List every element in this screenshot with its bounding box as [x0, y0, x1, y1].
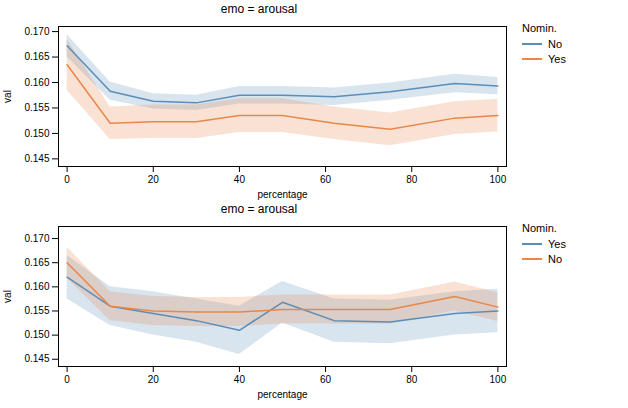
html-text:Yes: Yes — [548, 238, 566, 250]
svg-text:val: val — [2, 290, 13, 303]
svg-text:0.155: 0.155 — [24, 102, 49, 113]
html-text:emo = arousal: emo = arousal — [220, 202, 298, 216]
svg-text:0.160: 0.160 — [24, 77, 49, 88]
html-text:No: No — [548, 253, 563, 265]
svg-text:0.150: 0.150 — [24, 128, 49, 139]
svg-text:60: 60 — [320, 174, 332, 185]
svg-text:40: 40 — [234, 374, 246, 385]
svg-text:40: 40 — [234, 174, 246, 185]
svg-text:100: 100 — [490, 374, 507, 385]
svg-text:0.155: 0.155 — [24, 305, 49, 316]
svg-text:percentage: percentage — [257, 189, 307, 200]
svg-text:0.150: 0.150 — [24, 329, 49, 340]
svg-text:0.170: 0.170 — [24, 233, 49, 244]
svg-text:0.145: 0.145 — [24, 153, 49, 164]
html-text:Nomin.: Nomin. — [522, 222, 557, 234]
svg-text:percentage: percentage — [257, 389, 307, 400]
svg-text:0: 0 — [64, 374, 70, 385]
svg-text:0.170: 0.170 — [24, 26, 49, 37]
svg-text:60: 60 — [320, 374, 332, 385]
html-text:emo = arousal: emo = arousal — [220, 2, 298, 16]
svg-text:20: 20 — [148, 174, 160, 185]
svg-text:0.165: 0.165 — [24, 51, 49, 62]
svg-text:20: 20 — [148, 374, 160, 385]
svg-text:0.145: 0.145 — [24, 353, 49, 364]
svg-text:0.165: 0.165 — [24, 257, 49, 268]
svg-text:100: 100 — [490, 174, 507, 185]
svg-text:80: 80 — [406, 374, 418, 385]
svg-text:80: 80 — [406, 174, 418, 185]
svg-text:val: val — [2, 90, 13, 103]
html-text:No: No — [548, 38, 563, 50]
svg-text:0: 0 — [64, 174, 70, 185]
html-text:Nomin.: Nomin. — [522, 22, 557, 34]
svg-text:0.160: 0.160 — [24, 281, 49, 292]
html-text:Yes: Yes — [548, 53, 566, 65]
